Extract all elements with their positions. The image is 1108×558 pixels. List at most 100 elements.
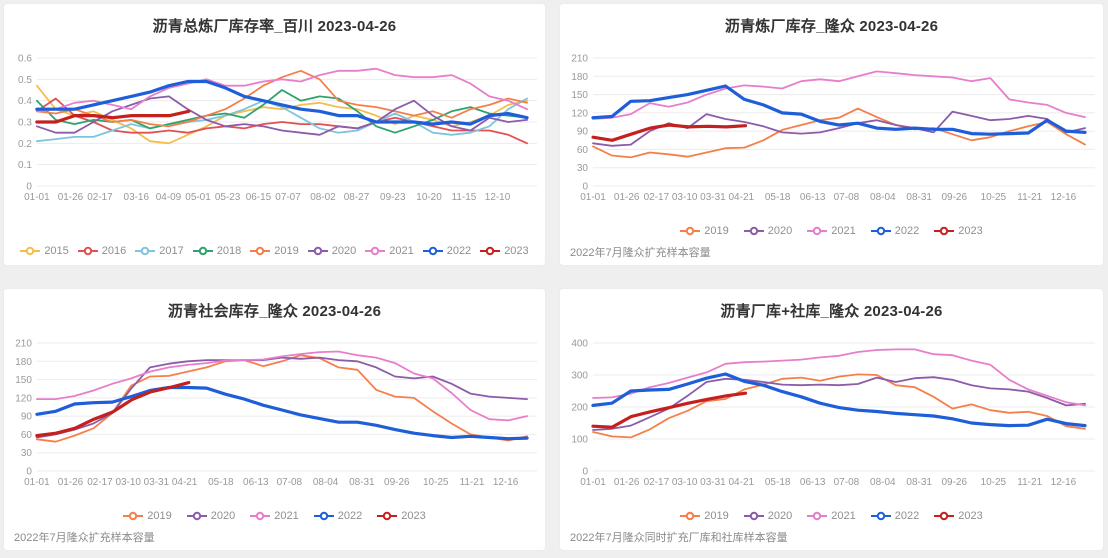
legend-item-2023[interactable]: 2023 [934,510,983,522]
legend-item-2019[interactable]: 2019 [680,225,729,237]
legend-item-2021[interactable]: 2021 [807,510,856,522]
x-tick-label: 02-17 [87,477,113,488]
x-tick-label: 12-16 [1051,192,1077,203]
x-tick-label: 06-13 [800,192,826,203]
chart-title: 沥青总炼厂库存率_百川 2023-04-26 [152,18,397,35]
x-tick-label: 06-13 [243,477,269,488]
y-tick-label: 120 [15,393,32,404]
y-tick-label: 90 [577,127,589,138]
legend-marker-icon [365,246,386,256]
legend-marker-icon [313,511,334,521]
legend-item-2019[interactable]: 2019 [250,245,299,257]
series-line-2020 [592,376,1086,431]
legend-item-2020[interactable]: 2020 [186,510,236,522]
y-tick-label: 0 [26,181,32,192]
x-tick-label: 05-01 [185,192,211,203]
legend-marker-icon [192,246,213,256]
legend-item-2022[interactable]: 2022 [870,510,919,522]
legend-label: 2020 [210,510,236,522]
legend-marker-icon [123,511,144,521]
y-tick-label: 400 [571,339,588,350]
legend-label: 2020 [767,510,793,522]
y-tick-label: 0 [582,182,588,193]
legend-item-2020[interactable]: 2020 [307,245,356,257]
y-tick-label: 100 [571,435,588,446]
legend-label: 2015 [44,245,69,257]
x-tick-label: 12-10 [485,192,511,203]
x-tick-label: 03-31 [700,477,726,488]
legend-label: 2019 [147,510,172,522]
x-tick-label: 03-31 [144,477,170,488]
x-tick-label: 11-21 [460,477,485,488]
chart-legend: 2015 2016 2017 2018 2019 2020 2021 2022 2023 [4,245,545,257]
x-tick-label: 02-17 [644,477,670,488]
legend-marker-icon [250,246,271,256]
legend-item-2023[interactable]: 2023 [934,225,983,237]
legend-item-2023[interactable]: 2023 [480,245,529,257]
series-line-2021 [592,70,1086,120]
legend-item-2021[interactable]: 2021 [365,245,414,257]
x-tick-label: 03-10 [672,477,698,488]
legend-item-2020[interactable]: 2020 [743,510,793,522]
legend-marker-icon [422,246,443,256]
x-tick-label: 09-26 [941,192,967,203]
legend-label: 2018 [216,245,242,257]
x-tick-label: 03-10 [115,477,141,488]
legend-label: 2017 [159,245,184,257]
legend-item-2022[interactable]: 2022 [313,510,363,522]
legend-marker-icon [934,511,955,521]
x-tick-label: 04-21 [728,477,754,488]
x-tick-label: 08-31 [906,192,932,203]
legend-marker-icon [743,511,764,521]
x-tick-label: 12-16 [1051,477,1077,488]
legend-item-2016[interactable]: 2016 [77,245,126,257]
x-tick-label: 01-01 [24,477,50,488]
legend-marker-icon [680,511,701,521]
legend-item-2021[interactable]: 2021 [807,225,856,237]
x-tick-label: 01-01 [24,192,50,203]
y-tick-label: 30 [21,448,33,459]
legend-label: 2021 [831,225,856,237]
legend-label: 2019 [274,245,299,257]
legend-item-2015[interactable]: 2015 [20,245,69,257]
legend-label: 2022 [446,245,472,257]
legend-item-2022[interactable]: 2022 [870,225,919,237]
x-tick-label: 06-13 [800,477,826,488]
legend-item-2021[interactable]: 2021 [250,510,299,522]
legend-marker-icon [480,246,501,256]
legend-marker-icon [135,246,156,256]
chart-title: 沥青厂库+社库_隆众 2023-04-26 [720,303,943,320]
x-tick-label: 10-20 [416,192,442,203]
legend-item-2017[interactable]: 2017 [135,245,184,257]
x-tick-label: 03-10 [672,192,698,203]
series-line-2022 [591,372,1087,428]
legend-item-2019[interactable]: 2019 [123,510,172,522]
chart-legend: 2019 2020 2021 2022 2023 [560,510,1103,522]
legend-marker-icon [20,246,41,256]
x-tick-label: 01-01 [580,192,606,203]
legend-label: 2021 [389,245,414,257]
y-tick-label: 0.3 [18,117,32,128]
legend-item-2022[interactable]: 2022 [422,245,472,257]
y-tick-label: 210 [15,338,32,349]
y-tick-label: 30 [577,163,589,174]
series-line-2021 [35,350,528,422]
legend-label: 2019 [704,225,729,237]
y-tick-label: 0.5 [18,75,32,86]
legend-marker-icon [186,511,207,521]
legend-label: 2023 [504,245,529,257]
legend-label: 2022 [337,510,363,522]
legend-item-2020[interactable]: 2020 [743,225,792,237]
x-tick-label: 07-08 [834,477,860,488]
y-tick-label: 0.1 [18,160,32,171]
legend-item-2018[interactable]: 2018 [192,245,242,257]
legend-item-2019[interactable]: 2019 [680,510,729,522]
series-line-2022 [35,385,529,441]
x-tick-label: 08-27 [344,192,370,203]
legend-item-2023[interactable]: 2023 [377,510,426,522]
x-tick-label: 08-04 [870,477,896,488]
series-line-2019 [35,354,528,443]
chart-panel-social-inventory: 沥青社会库存_隆众 2023-04-26 0 30 60 90 120 150 180 210… [3,288,546,551]
